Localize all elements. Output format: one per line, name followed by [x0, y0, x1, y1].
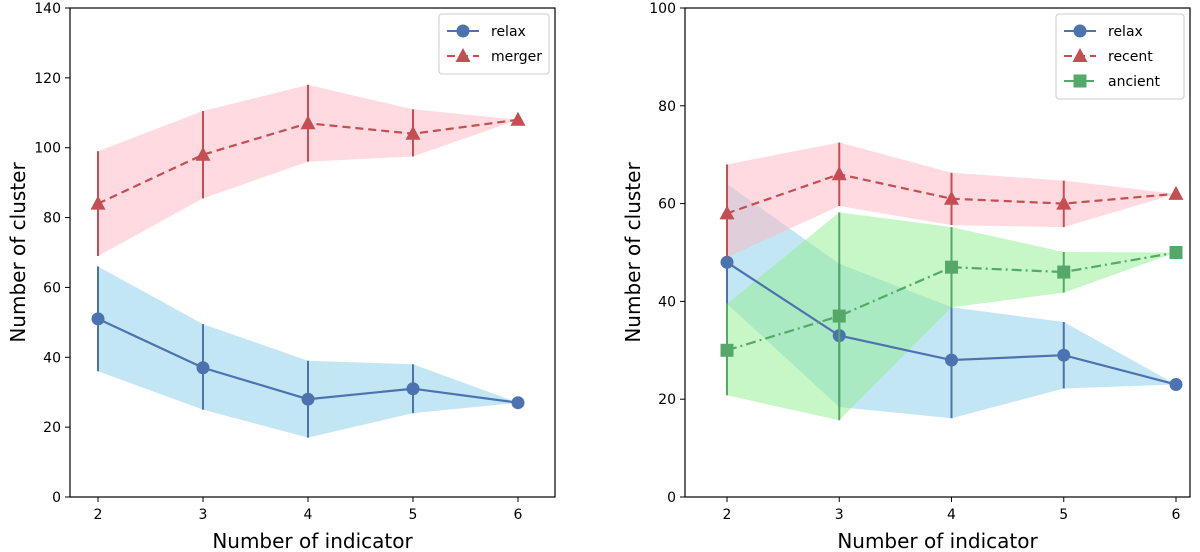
x-tick-label: 5 — [409, 507, 418, 523]
x-axis-label: Number of indicator — [837, 529, 1038, 552]
data-point-relax — [1057, 348, 1071, 362]
series-line-recent — [726, 173, 1177, 215]
data-point-recent — [1168, 185, 1184, 200]
legend: relax merger — [438, 13, 550, 75]
data-point-merger — [90, 195, 106, 210]
data-point-relax — [301, 392, 315, 406]
data-point-relax — [406, 382, 420, 396]
axes-frame — [684, 7, 1191, 498]
data-point-recent — [719, 205, 735, 220]
y-tick-label: 140 — [34, 1, 61, 17]
y-axis-label: Number of cluster — [6, 162, 30, 343]
data-point-recent — [1056, 195, 1072, 210]
y-axis-label: Number of cluster — [621, 162, 645, 343]
y-tick-label: 60 — [43, 280, 61, 296]
data-point-relax — [945, 353, 958, 367]
legend-label-merger: merger — [491, 49, 542, 65]
legend-label-relax: relax — [491, 24, 526, 40]
data-point-relax — [196, 361, 210, 375]
x-tick-label: 6 — [514, 507, 523, 523]
x-tick-label: 4 — [947, 507, 956, 523]
data-point-ancient — [945, 260, 958, 274]
y-tick-label: 60 — [658, 197, 676, 213]
legend-marker — [1073, 24, 1087, 38]
data-point-merger — [405, 125, 421, 140]
y-tick-label: 20 — [658, 392, 676, 408]
legend-marker — [456, 24, 470, 38]
x-tick-label: 6 — [1172, 507, 1181, 523]
y-tick-label: 0 — [667, 490, 676, 506]
y-tick-label: 80 — [43, 211, 61, 227]
data-point-recent — [944, 190, 959, 205]
y-tick-label: 0 — [52, 490, 61, 506]
data-point-merger — [300, 115, 316, 130]
x-tick-label: 4 — [304, 507, 313, 523]
x-axis-label: Number of indicator — [212, 529, 413, 552]
x-tick-label: 5 — [1059, 507, 1068, 523]
legend: relax recent ancient — [1055, 13, 1185, 100]
x-tick-label: 2 — [723, 507, 732, 523]
data-point-ancient — [1169, 246, 1183, 259]
legend-label-recent: recent — [1108, 49, 1153, 65]
y-tick-label: 80 — [658, 99, 676, 115]
x-tick-label: 3 — [835, 507, 844, 523]
y-tick-label: 20 — [43, 420, 61, 436]
x-tick-label: 2 — [94, 507, 103, 523]
data-point-merger — [510, 111, 526, 126]
legend-marker — [1073, 74, 1087, 88]
data-point-relax — [91, 312, 105, 326]
axes-frame — [69, 7, 556, 498]
y-tick-label: 100 — [34, 141, 61, 157]
legend-marker — [1072, 48, 1088, 62]
legend-box — [1055, 13, 1185, 100]
legend-box — [438, 13, 550, 75]
y-tick-label: 40 — [43, 350, 61, 366]
data-point-ancient — [720, 343, 734, 357]
data-point-relax — [720, 255, 734, 269]
data-point-recent — [831, 166, 847, 181]
data-point-ancient — [832, 309, 846, 323]
x-tick-label: 3 — [199, 507, 208, 523]
data-point-ancient — [1057, 265, 1071, 279]
data-point-relax — [511, 396, 525, 410]
y-tick-label: 120 — [34, 71, 61, 87]
legend-marker — [455, 48, 471, 62]
data-point-merger — [195, 146, 211, 161]
data-point-relax — [1169, 378, 1183, 392]
y-tick-label: 40 — [658, 294, 676, 310]
legend-label-relax: relax — [1108, 24, 1143, 40]
legend-label-ancient: ancient — [1108, 74, 1161, 90]
y-tick-label: 100 — [649, 1, 676, 17]
